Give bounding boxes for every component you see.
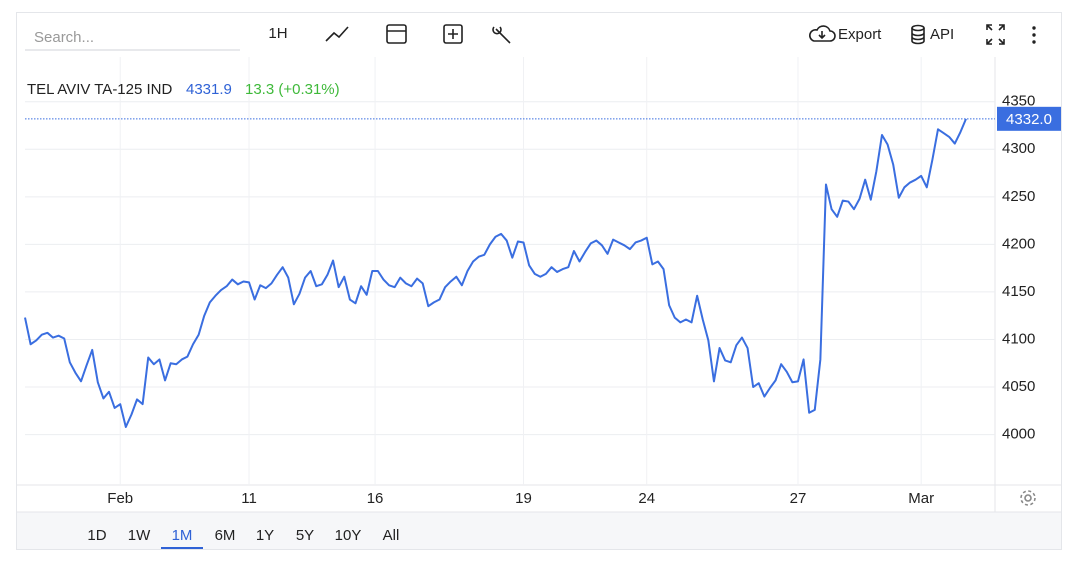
fullscreen-button[interactable]: [986, 24, 1005, 45]
last-price-tag: [997, 106, 1061, 131]
x-tick-label: 24: [638, 490, 655, 507]
icon: [443, 24, 463, 44]
legend-change: 13.3 (+0.31%): [245, 81, 340, 98]
range-button[interactable]: 10Y: [335, 527, 362, 544]
x-tick-label: 27: [790, 490, 807, 507]
range-button[interactable]: 1M: [172, 527, 193, 544]
icon: [386, 24, 407, 44]
grid: 4000 4050 4100 4150 4200 4250 4300 4350 Feb 11 16 1…: [25, 57, 1035, 507]
interval-button[interactable]: 1H: [268, 25, 287, 42]
range-button[interactable]: 1W: [128, 527, 151, 544]
panel: [16, 12, 1062, 550]
y-tick-label: 4250: [1002, 188, 1035, 205]
gear-button[interactable]: [1020, 490, 1036, 506]
x-tick-label: Mar: [908, 490, 934, 507]
range-button[interactable]: 5Y: [296, 527, 314, 544]
y-tick-label: 4200: [1002, 235, 1035, 252]
x-tick-label: 11: [241, 490, 257, 507]
range-button[interactable]: 1Y: [256, 527, 274, 544]
last-price-label: 4332.0: [1006, 111, 1052, 128]
icon: [1032, 26, 1036, 30]
y-tick-label: 4150: [1002, 283, 1035, 300]
x-tick-label: 19: [515, 490, 532, 507]
y-tick-label: 4050: [1002, 378, 1035, 395]
api-label: API: [930, 26, 954, 43]
icon: [448, 29, 458, 39]
export-label: Export: [838, 26, 882, 43]
api-button[interactable]: API: [911, 24, 954, 45]
y-tick-label: 4350: [1002, 93, 1035, 110]
y-tick-label: 4000: [1002, 426, 1035, 443]
range-buttons: 1D 1W 1M 6M 1Y 5Y 10Y All: [87, 527, 400, 549]
range-button[interactable]: 1D: [87, 527, 106, 544]
legend-name: TEL AVIV TA-125 IND: [27, 81, 173, 98]
icon: [911, 28, 925, 45]
search-input[interactable]: Search...: [34, 29, 94, 46]
chart-type-button[interactable]: [325, 26, 349, 42]
range-button[interactable]: All: [383, 527, 400, 544]
x-tick-label: 16: [367, 490, 384, 507]
legend-last: 4331.9: [186, 81, 232, 98]
range-button[interactable]: 6M: [215, 527, 236, 544]
icon: [986, 24, 1005, 45]
export-button[interactable]: Export: [809, 25, 882, 43]
icon: [325, 26, 349, 42]
plot: 4332.0: [24, 106, 1061, 428]
icon: [1020, 490, 1036, 506]
icon: [1024, 494, 1032, 502]
range-bar: [17, 512, 1061, 549]
icon: [1032, 40, 1036, 44]
y-tick-label: 4300: [1002, 140, 1035, 157]
icon: [809, 25, 836, 42]
date-button[interactable]: [386, 24, 407, 44]
price-line: [24, 118, 967, 428]
y-tick-label: 4100: [1002, 330, 1035, 347]
icon: [1032, 33, 1036, 37]
menu-button[interactable]: [1032, 26, 1036, 44]
icon: [492, 26, 511, 44]
settings-tool-button[interactable]: [492, 26, 511, 44]
x-tick-label: Feb: [107, 490, 133, 507]
compare-button[interactable]: [443, 24, 463, 44]
